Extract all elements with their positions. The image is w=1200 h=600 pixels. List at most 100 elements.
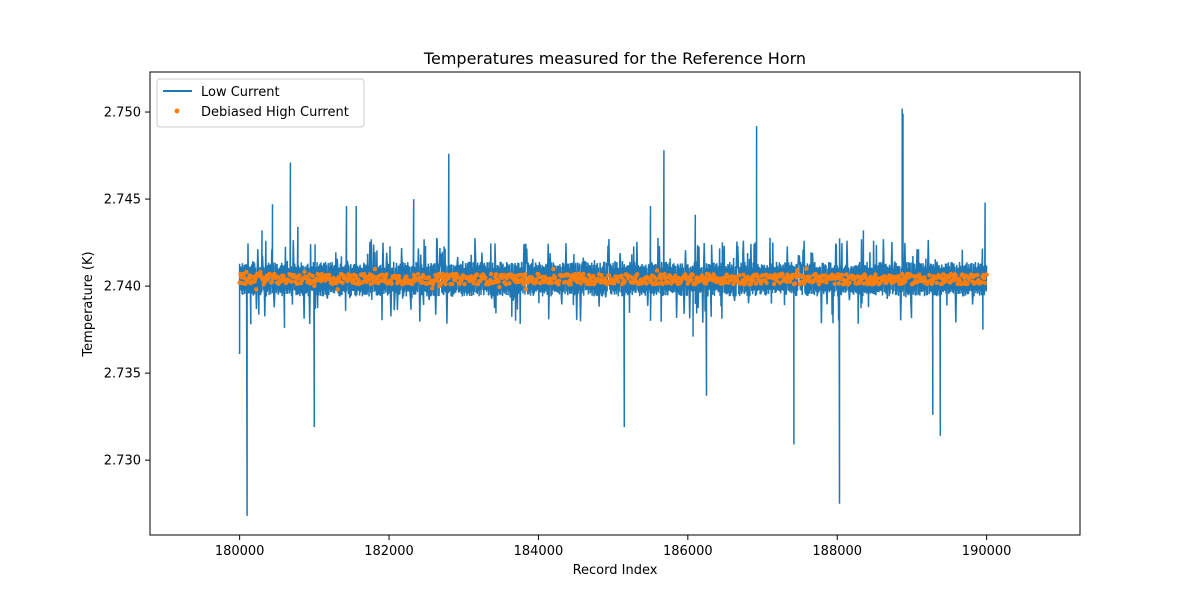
scatter-point: [658, 272, 663, 277]
scatter-point: [401, 281, 407, 286]
series-scatter-high-current: [237, 266, 989, 292]
scatter-point: [764, 280, 769, 286]
scatter-point: [244, 269, 249, 275]
scatter-point: [615, 279, 621, 284]
scatter-point: [372, 266, 378, 272]
scatter-point: [693, 282, 698, 287]
series-layer: [237, 108, 989, 516]
scatter-point: [981, 275, 987, 281]
scatter-point: [474, 272, 480, 277]
scatter-point: [656, 281, 661, 286]
scatter-point: [281, 273, 286, 278]
scatter-point: [411, 272, 417, 278]
scatter-point: [258, 269, 263, 275]
scatter-point: [836, 281, 842, 286]
scatter-point: [635, 272, 640, 277]
scatter-point: [606, 273, 612, 278]
scatter-point: [551, 266, 556, 272]
scatter-point: [927, 273, 932, 278]
scatter-point: [268, 272, 273, 277]
scatter-point: [832, 281, 837, 286]
scatter-point: [275, 274, 280, 280]
scatter-point: [875, 276, 881, 281]
scatter-point: [566, 272, 571, 277]
scatter-point: [493, 272, 499, 277]
scatter-point: [389, 281, 394, 286]
y-tick-label: 2.730: [104, 454, 141, 469]
scatter-point: [335, 287, 340, 292]
x-tick-label: 186000: [663, 544, 713, 559]
plot-area: [149, 71, 1081, 536]
scatter-point: [741, 272, 746, 277]
scatter-point: [737, 273, 742, 278]
scatter-point: [780, 271, 785, 277]
scatter-point: [457, 281, 462, 287]
scatter-point: [432, 278, 437, 283]
scatter-point: [795, 268, 800, 273]
scatter-point: [567, 278, 573, 283]
scatter-point: [549, 280, 554, 286]
scatter-point: [557, 278, 562, 283]
scatter-point: [496, 279, 501, 284]
scatter-point: [689, 277, 694, 282]
scatter-point: [899, 271, 905, 277]
x-tick-label: 180000: [215, 544, 265, 559]
legend-label-low-current: Low Current: [201, 85, 280, 100]
scatter-point: [307, 272, 312, 277]
scatter-point: [384, 272, 389, 277]
scatter-point: [368, 281, 373, 287]
legend: Low Current Debiased High Current: [156, 78, 365, 128]
scatter-point: [792, 281, 798, 286]
scatter-point: [838, 276, 843, 282]
scatter-point: [771, 281, 777, 287]
scatter-point: [294, 281, 300, 286]
scatter-point: [306, 276, 311, 282]
legend-label-high-current: Debiased High Current: [201, 105, 349, 120]
scatter-point: [947, 275, 952, 280]
x-axis-label: Record Index: [573, 563, 658, 578]
scatter-point: [953, 273, 959, 278]
scatter-point: [302, 269, 307, 275]
scatter-point: [269, 279, 275, 285]
scatter-point: [371, 274, 376, 279]
scatter-point: [662, 272, 667, 277]
scatter-point: [507, 281, 512, 286]
y-tick-label: 2.750: [104, 106, 141, 121]
scatter-point: [627, 274, 632, 279]
scatter-point: [439, 280, 444, 286]
scatter-point: [908, 273, 914, 278]
scatter-point: [605, 282, 610, 287]
scatter-point: [660, 281, 666, 287]
scatter-point: [787, 279, 793, 284]
scatter-point: [383, 275, 388, 281]
scatter-point: [873, 272, 878, 277]
scatter-point: [944, 278, 949, 284]
scatter-point: [751, 277, 756, 283]
scatter-point: [351, 277, 356, 283]
scatter-point: [404, 274, 409, 279]
scatter-point: [611, 281, 617, 286]
scatter-point: [840, 273, 845, 278]
scatter-point: [503, 282, 509, 287]
scatter-point: [896, 274, 901, 279]
y-axis-label: Temperature (K): [81, 251, 96, 357]
scatter-point: [430, 282, 436, 287]
scatter-point: [504, 276, 510, 281]
scatter-point: [975, 272, 980, 278]
y-tick-label: 2.745: [104, 193, 141, 208]
scatter-point: [844, 272, 849, 277]
legend-marker-high-current: [174, 108, 180, 114]
y-axis: 2.730 2.735 2.740 2.745 2.750: [104, 106, 150, 469]
scatter-point: [327, 272, 332, 278]
scatter-point: [318, 279, 324, 284]
scatter-point: [586, 272, 592, 278]
x-axis: 180000 182000 184000 186000 188000 190000: [215, 535, 1011, 559]
scatter-point: [934, 280, 939, 285]
scatter-point: [563, 279, 568, 284]
scatter-point: [665, 280, 671, 285]
x-tick-label: 182000: [364, 544, 414, 559]
scatter-point: [512, 273, 517, 279]
scatter-point: [310, 273, 315, 279]
scatter-point: [984, 272, 989, 277]
